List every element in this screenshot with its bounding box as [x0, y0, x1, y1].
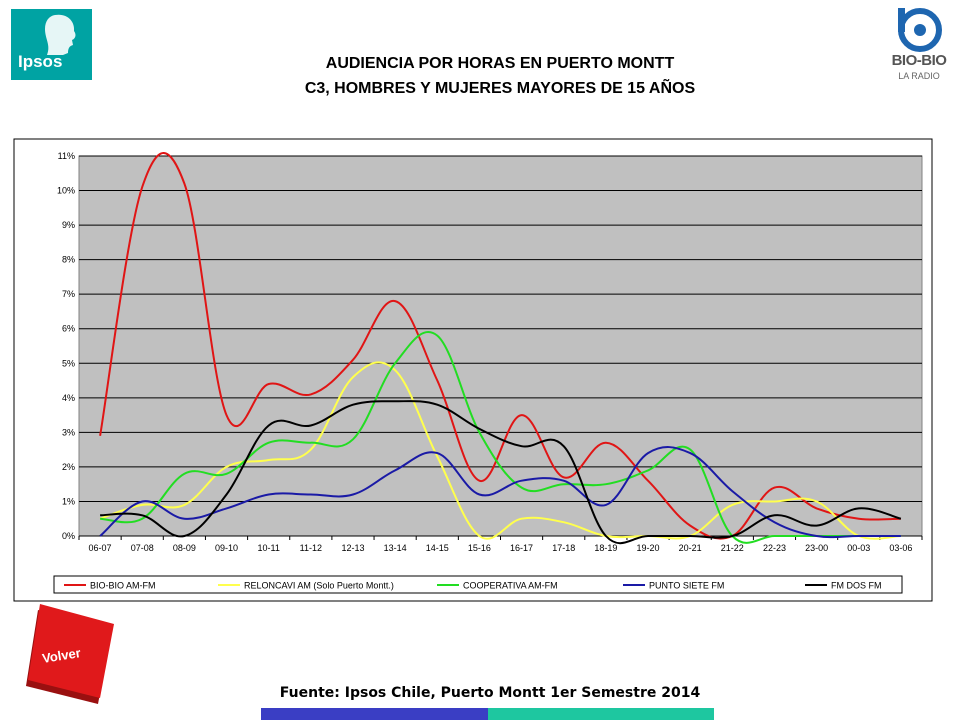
- legend-box: [53, 575, 903, 594]
- volver-button-shape: [26, 604, 114, 704]
- x-tick-label: 12-13: [341, 543, 364, 553]
- ipsos-logo: Ipsos: [11, 9, 92, 80]
- x-tick-label: 09-10: [215, 543, 238, 553]
- x-tick-label: 07-08: [131, 543, 154, 553]
- x-tick-label: 16-17: [510, 543, 533, 553]
- x-tick-label: 10-11: [257, 543, 279, 553]
- x-tick-label: 22-23: [763, 543, 786, 553]
- y-tick-label: 10%: [57, 186, 75, 196]
- y-tick-label: 2%: [62, 462, 75, 472]
- series-line-1: [99, 152, 901, 540]
- y-tick-label: 3%: [62, 427, 75, 437]
- y-tick-label: 9%: [62, 220, 75, 230]
- x-tick-label: 18-19: [594, 543, 617, 553]
- x-tick-label: 08-09: [173, 543, 196, 553]
- x-tick-label: 14-15: [426, 543, 449, 553]
- page-title-line-2: C3, HOMBRES Y MUJERES MAYORES DE 15 AÑOS: [304, 80, 696, 97]
- series-line-2: [99, 361, 901, 540]
- legend-entry: PUNTO SIETE FM: [649, 581, 724, 591]
- ipsos-logo-text: Ipsos: [18, 52, 63, 71]
- page-title-line-1: AUDIENCIA POR HORAS EN PUERTO MONTT: [325, 55, 675, 72]
- ipsos-profile-icon: [45, 14, 76, 55]
- y-tick-label: 5%: [62, 358, 75, 368]
- y-tick-label: 4%: [62, 393, 75, 403]
- y-tick-label: 11%: [58, 151, 75, 161]
- series-line-3: [100, 330, 901, 544]
- y-tick-label: 8%: [62, 255, 75, 265]
- x-tick-label: 00-03: [847, 543, 870, 553]
- y-tick-label: 1%: [62, 496, 75, 506]
- x-tick-label: 23-00: [805, 543, 828, 553]
- plot-area: [78, 155, 923, 537]
- footer-bar-teal: [488, 708, 714, 720]
- y-tick-label: 6%: [62, 324, 75, 334]
- legend-entry: COOPERATIVA AM-FM: [463, 581, 558, 591]
- series-line-4: [99, 446, 901, 539]
- legend-entry: RELONCAVI AM (Solo Puerto Montt.): [244, 581, 394, 591]
- x-tick-label: 20-21: [679, 543, 702, 553]
- legend-entry: BIO-BIO AM-FM: [90, 581, 156, 591]
- series-line-5: [100, 400, 902, 545]
- volver-button[interactable]: Volver: [26, 600, 116, 706]
- source-note: Fuente: Ipsos Chile, Puerto Montt 1er Se…: [279, 685, 701, 701]
- biobio-logo-subtext: LA RADIO: [898, 71, 940, 81]
- biobio-logo: BIO-BIO LA RADIO: [886, 6, 952, 98]
- x-tick-label: 13-14: [384, 543, 407, 553]
- x-tick-label: 15-16: [468, 543, 491, 553]
- footer-bar-blue: [261, 708, 488, 720]
- biobio-logo-text: BIO-BIO: [891, 52, 947, 69]
- x-tick-label: 21-22: [721, 543, 744, 553]
- biobio-emblem-icon: [898, 8, 942, 52]
- x-tick-label: 17-18: [552, 543, 575, 553]
- y-tick-label: 7%: [62, 289, 75, 299]
- y-tick-label: 0%: [62, 531, 75, 541]
- x-tick-label: 11-12: [300, 543, 322, 553]
- x-tick-label: 03-06: [889, 543, 912, 553]
- x-tick-label: 06-07: [89, 543, 112, 553]
- legend-entry: FM DOS FM: [831, 581, 882, 591]
- x-tick-label: 19-20: [637, 543, 660, 553]
